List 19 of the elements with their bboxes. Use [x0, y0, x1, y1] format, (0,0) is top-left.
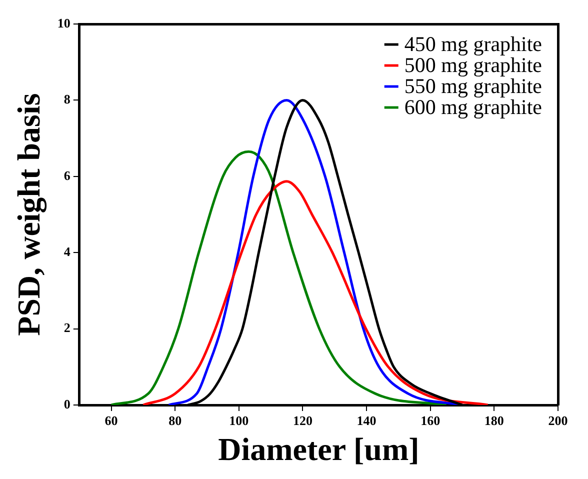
y-tick-label: 4	[64, 244, 71, 259]
x-tick-label: 100	[229, 413, 249, 428]
y-tick-label: 0	[64, 396, 70, 412]
x-tick-label: 120	[292, 413, 312, 428]
legend-label: 450 mg graphite	[404, 32, 542, 56]
y-tick-label: 6	[64, 168, 71, 183]
y-tick-label: 8	[64, 92, 71, 107]
y-tick-label: 10	[57, 15, 70, 30]
x-tick-label: 180	[484, 413, 504, 428]
x-tick-label: 200	[548, 413, 568, 428]
line-series	[110, 150, 448, 405]
x-tick-label: 80	[168, 413, 182, 428]
x-tick-label: 140	[356, 413, 376, 428]
line-series	[142, 180, 490, 405]
x-axis-title: Diameter [um]	[218, 431, 420, 468]
x-tick-label: 160	[420, 413, 440, 428]
y-tick-label: 2	[64, 320, 70, 336]
y-axis-title: PSD, weight basis	[10, 93, 48, 336]
x-tick-label: 60	[104, 413, 118, 428]
